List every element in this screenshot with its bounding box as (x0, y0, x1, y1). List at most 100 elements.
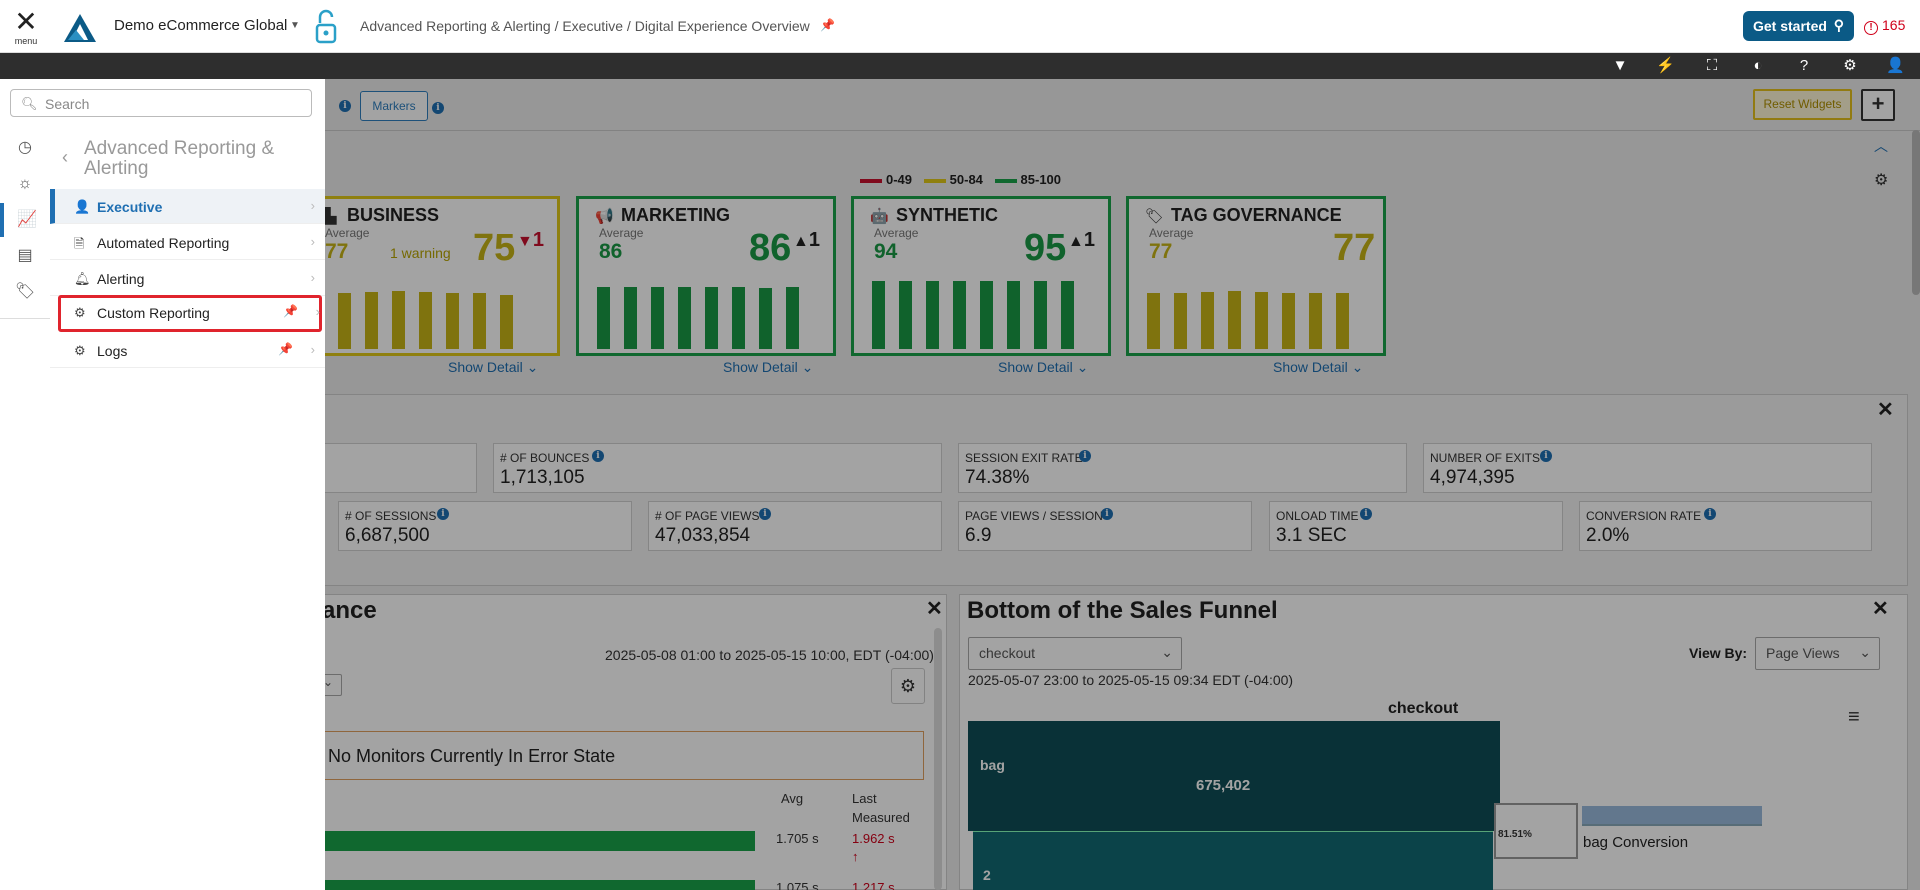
close-panel-icon[interactable]: ✕ (1872, 598, 1889, 620)
contrast-icon[interactable]: ◐ (1753, 57, 1763, 74)
info-icon[interactable]: i (759, 508, 771, 520)
bar (980, 281, 993, 349)
menu-icon[interactable]: ≡ (1848, 706, 1860, 728)
get-started-button[interactable]: Get started ⚲ (1743, 11, 1854, 41)
close-panel-icon[interactable]: ✕ (926, 598, 943, 620)
panel-title: Bottom of the Sales Funnel (967, 597, 1278, 624)
account-dropdown-icon[interactable]: ▼ (290, 20, 300, 31)
bar (1174, 293, 1187, 349)
lightning-icon[interactable]: ⚡ (1656, 57, 1675, 74)
rail-item-insights[interactable]: ☼ (0, 167, 50, 201)
show-detail-link[interactable]: Show Detail ⌄ (998, 359, 1088, 376)
gear-icon[interactable]: ⚙ (1874, 172, 1889, 189)
reset-widgets-button[interactable]: Reset Widgets (1753, 89, 1852, 120)
info-icon[interactable]: i (1101, 508, 1113, 520)
info-icon[interactable]: i (1540, 450, 1552, 462)
nav-rail: ◷ ☼ 📈 ▤ 🏷 (0, 127, 50, 890)
page-select[interactable]: checkout ⌄ (968, 637, 1182, 670)
company-logo[interactable] (62, 12, 98, 44)
unlock-icon[interactable] (314, 9, 338, 45)
back-chevron-icon[interactable]: ‹ (62, 147, 68, 167)
funnel-step-value: 675,402 (1196, 777, 1251, 794)
nav-item-automated-reporting[interactable]: 🗎 Automated Reporting › (50, 225, 325, 260)
kpi-onload: ONLOAD TIME i 3.1 SEC (1269, 501, 1563, 551)
chevron-down-icon: ⌄ (526, 359, 539, 375)
scrollbar[interactable] (1912, 130, 1920, 295)
search-icon: 🔍︎ (21, 96, 38, 111)
card-bars (872, 281, 1074, 349)
rail-item-reporting[interactable]: 📈 (0, 203, 50, 237)
account-name[interactable]: Demo eCommerce Global (114, 17, 288, 34)
pin-icon[interactable]: 📌 (278, 342, 293, 356)
show-detail-link[interactable]: Show Detail ⌄ (1273, 359, 1363, 376)
filter-icon[interactable]: ▼ (1612, 57, 1628, 74)
monitor-status-box: No Monitors Currently In Error State (265, 731, 924, 780)
info-icon[interactable]: i (1079, 450, 1091, 462)
card-trend: ▲1 (1068, 229, 1095, 252)
funnel-step[interactable]: 2 (973, 831, 1493, 890)
settings-icon[interactable]: ⚙ (1843, 57, 1857, 74)
warning-text[interactable]: 1 warning (390, 245, 451, 261)
kpi-value: 6.9 (965, 525, 992, 546)
gear-icon: ⚙ (74, 343, 86, 358)
bar (365, 292, 378, 349)
info-icon[interactable]: i (1360, 508, 1372, 520)
monitor-status-text: No Monitors Currently In Error State (328, 746, 616, 766)
search-input[interactable]: 🔍︎ Search (10, 89, 312, 117)
markers-button[interactable]: Markers (360, 91, 428, 121)
lightbulb-icon: ☼ (17, 175, 33, 192)
pin-icon[interactable]: 📌 (820, 18, 835, 32)
kpi-value: 6,687,500 (345, 525, 430, 546)
nav-item-executive[interactable]: 👤 Executive › (50, 189, 325, 224)
settings-gear-button[interactable]: ⚙ (891, 668, 925, 704)
bar (926, 281, 939, 349)
close-panel-icon[interactable]: ✕ (1877, 399, 1894, 421)
alert-icon: ! (1864, 21, 1878, 35)
add-widget-button[interactable]: + (1861, 89, 1895, 121)
score-legend: 0-49 50-84 85-100 (860, 172, 1061, 187)
bar (1061, 281, 1074, 349)
chevron-up-icon[interactable]: ︿ (1874, 138, 1888, 154)
bar (678, 287, 691, 349)
rail-item-tags[interactable]: 🏷 (0, 275, 50, 309)
kpi-sessions: # OF SESSIONS i 6,687,500 (338, 501, 632, 551)
info-icon[interactable]: i (1704, 508, 1716, 520)
markers-info-icon[interactable]: i (432, 102, 444, 114)
show-detail-link[interactable]: Show Detail ⌄ (723, 359, 813, 376)
card-title: MARKETING (621, 205, 730, 225)
score-card-synthetic[interactable]: 🤖 SYNTHETIC Average 94 95 ▲1 (851, 196, 1111, 356)
pin-icon[interactable]: 📌 (283, 304, 298, 318)
bar (1255, 292, 1268, 349)
fullscreen-icon[interactable]: ⛶ (1706, 57, 1718, 74)
show-detail-link[interactable]: Show Detail ⌄ (448, 359, 538, 376)
bar (597, 287, 610, 349)
score-card-marketing[interactable]: 📢 MARKETING Average 86 86 ▲1 (576, 196, 836, 356)
help-icon[interactable]: ? (1799, 57, 1809, 74)
rocket-icon: ⚲ (1833, 17, 1844, 33)
bar (1034, 281, 1047, 349)
nav-item-alerting[interactable]: 🔔︎ Alerting › (50, 261, 325, 296)
info-icon[interactable]: i (437, 508, 449, 520)
document-icon: 🗎 (74, 236, 85, 251)
alert-count[interactable]: ! 165 (1864, 17, 1905, 35)
view-by-select[interactable]: Page Views ⌄ (1755, 637, 1880, 670)
bar (446, 293, 459, 349)
nav-item-logs[interactable]: ⚙ Logs 📌 › (50, 333, 325, 368)
chevron-down-icon: ⌄ (801, 359, 814, 375)
card-title: SYNTHETIC (896, 205, 999, 225)
score-card-tag-governance[interactable]: 🏷 TAG GOVERNANCE Average 77 77 (1126, 196, 1386, 356)
funnel-step[interactable]: bag 675,402 (968, 721, 1500, 831)
scrollbar[interactable] (934, 628, 942, 890)
rail-item-history[interactable]: ◷ (0, 131, 50, 165)
kpi-label: # OF SESSIONS (345, 509, 437, 523)
info-icon[interactable]: i (339, 100, 351, 112)
bar (419, 292, 432, 349)
panel-title: ance (322, 597, 377, 624)
divider (265, 130, 1920, 131)
nav-item-custom-reporting[interactable]: ⚙ Custom Reporting 📌 › (58, 295, 322, 332)
menu-close-button[interactable]: ✕ menu (8, 8, 44, 50)
score-card-business[interactable]: ▙ BUSINESS Average 77 1 warning 75 ▼1 (300, 196, 560, 356)
user-icon[interactable]: 👤 (1886, 57, 1905, 74)
rail-item-monitoring[interactable]: ▤ (0, 239, 50, 273)
info-icon[interactable]: i (592, 450, 604, 462)
